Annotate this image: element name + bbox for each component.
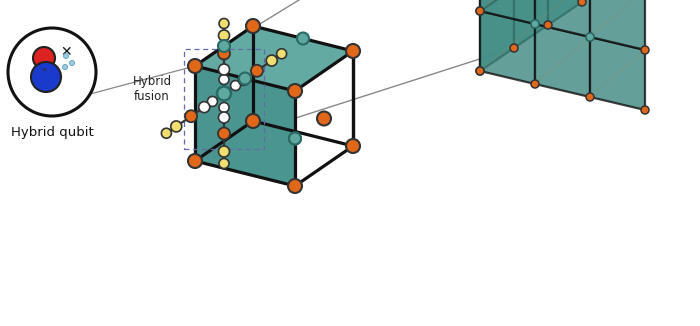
Text: ✕: ✕	[60, 45, 72, 59]
Circle shape	[31, 62, 61, 92]
Polygon shape	[195, 66, 295, 186]
Circle shape	[578, 0, 586, 6]
Polygon shape	[535, 0, 590, 37]
Circle shape	[8, 28, 96, 116]
Circle shape	[230, 81, 241, 91]
Polygon shape	[195, 26, 253, 161]
Polygon shape	[514, 0, 548, 48]
Circle shape	[288, 179, 302, 193]
Circle shape	[219, 19, 229, 28]
Circle shape	[218, 48, 230, 60]
Circle shape	[188, 59, 202, 73]
Circle shape	[476, 7, 484, 15]
Polygon shape	[480, 11, 535, 84]
Circle shape	[218, 146, 230, 157]
Circle shape	[251, 65, 263, 77]
Circle shape	[238, 74, 249, 85]
Polygon shape	[535, 24, 590, 97]
Circle shape	[586, 93, 594, 101]
Circle shape	[531, 80, 539, 88]
Circle shape	[346, 139, 360, 153]
Circle shape	[218, 64, 230, 75]
Polygon shape	[480, 0, 514, 11]
Circle shape	[346, 44, 360, 58]
Circle shape	[288, 84, 302, 98]
Circle shape	[219, 75, 229, 84]
Circle shape	[62, 65, 67, 69]
Circle shape	[218, 127, 230, 140]
Polygon shape	[590, 0, 645, 50]
Circle shape	[266, 55, 277, 66]
Circle shape	[218, 112, 230, 123]
Circle shape	[171, 121, 182, 132]
Circle shape	[239, 72, 251, 84]
Circle shape	[188, 154, 202, 168]
Circle shape	[641, 46, 649, 54]
Circle shape	[476, 67, 484, 75]
Polygon shape	[195, 26, 353, 91]
Circle shape	[219, 102, 229, 112]
Circle shape	[162, 128, 172, 138]
Circle shape	[207, 96, 218, 107]
Circle shape	[199, 102, 210, 112]
Circle shape	[641, 106, 649, 114]
Circle shape	[297, 33, 309, 45]
Circle shape	[531, 20, 539, 28]
Text: Hybrid qubit: Hybrid qubit	[10, 126, 93, 139]
Circle shape	[217, 86, 231, 100]
Circle shape	[510, 44, 518, 52]
Circle shape	[289, 132, 301, 144]
Circle shape	[531, 20, 539, 28]
Circle shape	[246, 19, 260, 33]
Circle shape	[218, 30, 230, 41]
Circle shape	[476, 7, 484, 15]
Bar	[184, 49, 264, 149]
Text: Hybrid
fusion: Hybrid fusion	[132, 75, 172, 102]
Circle shape	[69, 61, 74, 66]
Circle shape	[586, 33, 594, 41]
Polygon shape	[480, 0, 535, 24]
Circle shape	[64, 53, 69, 58]
Circle shape	[219, 158, 229, 169]
Circle shape	[218, 40, 230, 52]
Circle shape	[246, 114, 260, 128]
Circle shape	[185, 110, 197, 122]
Polygon shape	[548, 0, 582, 25]
Circle shape	[586, 33, 594, 41]
Circle shape	[317, 111, 331, 126]
Polygon shape	[590, 37, 645, 110]
Circle shape	[276, 49, 286, 59]
Circle shape	[289, 132, 301, 144]
Circle shape	[33, 47, 55, 69]
Circle shape	[544, 21, 552, 29]
Polygon shape	[480, 0, 514, 71]
Circle shape	[476, 67, 484, 75]
